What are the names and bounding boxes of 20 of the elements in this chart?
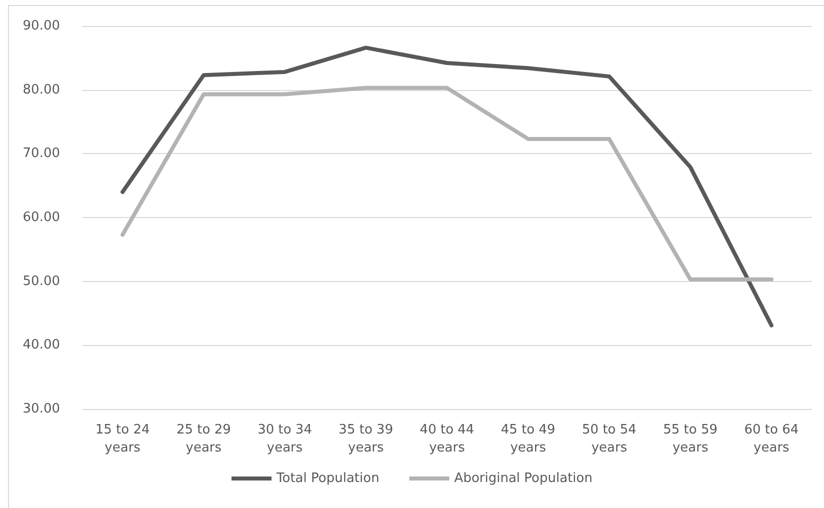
x-tick-label: 35 to 39 years	[338, 422, 394, 456]
x-tick-label: 45 to 49 years	[500, 422, 556, 456]
y-tick-label: 60.00	[22, 210, 60, 225]
x-tick-label: 50 to 54 years	[582, 422, 636, 456]
x-tick-label: 30 to 34 years	[258, 422, 312, 456]
x-tick-label: 40 to 44 years	[420, 422, 474, 456]
y-tick-label: 70.00	[22, 146, 60, 162]
line-series	[120, 86, 774, 282]
legend-label: Aboriginal Population	[454, 471, 592, 486]
y-tick-label: 80.00	[22, 82, 60, 98]
y-tick-label: 30.00	[22, 402, 60, 416]
y-tick-label: 90.00	[22, 18, 60, 34]
line-series	[120, 46, 774, 328]
y-tick-label: 40.00	[22, 338, 60, 353]
legend-label: Total Population	[276, 471, 380, 486]
y-tick-label: 50.00	[22, 274, 60, 289]
x-tick-label: 25 to 29 years	[176, 422, 231, 456]
x-tick-label: 55 to 59 years	[663, 422, 718, 456]
x-tick-label: 15 to 24 years	[95, 422, 150, 456]
x-tick-label: 60 to 64 years	[744, 422, 799, 456]
